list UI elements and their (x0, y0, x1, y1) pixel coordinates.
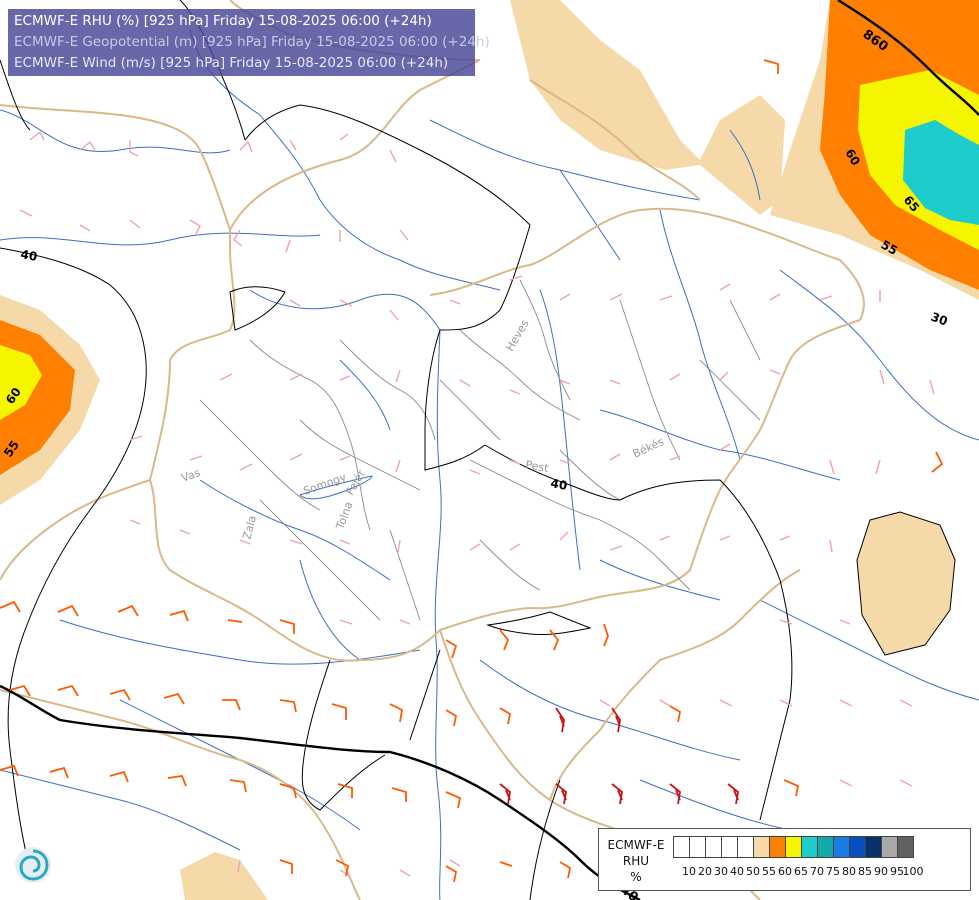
map-title-panel: ECMWF-E RHU (%) [925 hPa] Friday 15-08-2… (8, 9, 490, 76)
legend-swatch (689, 836, 706, 858)
region-label-heves: Heves (503, 317, 531, 353)
legend-tick-label: 80 (842, 865, 856, 878)
legend-tick-label: 40 (730, 865, 744, 878)
region-label-vas: Vas (180, 466, 203, 485)
legend-tick-label: 70 (810, 865, 824, 878)
legend-swatch (849, 836, 866, 858)
region-label-bekes: Békés (631, 435, 666, 461)
contour-label: 30 (929, 310, 949, 329)
legend-swatch (721, 836, 738, 858)
legend-tick-label: 95 (890, 865, 904, 878)
legend-title: ECMWF-E RHU % (607, 838, 665, 884)
legend-tick-label: 55 (762, 865, 776, 878)
ecmwf-logo-icon (13, 845, 53, 885)
legend-swatch (705, 836, 722, 858)
wind-barbs-medium (0, 59, 944, 883)
legend-swatch (673, 836, 690, 858)
legend-ticks: 10 20 30 40 50 55 60 65 70 75 80 85 90 95 100 (673, 865, 973, 879)
legend-tick-label: 30 (714, 865, 728, 878)
legend-swatch (737, 836, 754, 858)
rhu-legend: ECMWF-E RHU % 10 20 30 40 50 55 60 65 70 75 80 85 90… (598, 828, 971, 891)
title-wind: ECMWF-E Wind (m/s) [925 hPa] Friday 15-0… (14, 55, 449, 71)
rhu-55-area-east (857, 512, 955, 655)
title-rhu: ECMWF-E RHU (%) [925 hPa] Friday 15-08-2… (14, 13, 432, 29)
legend-tick-label: 90 (874, 865, 888, 878)
legend-swatch (785, 836, 802, 858)
legend-swatch (801, 836, 818, 858)
rhu-contour-line-east (856, 511, 956, 656)
rhu-65-area-west (0, 345, 42, 420)
region-label-pest: Pest (524, 458, 550, 475)
legend-swatch (833, 836, 850, 858)
county-borders (199, 279, 761, 621)
contour-label: 40 (549, 476, 568, 493)
legend-tick-label: 10 (682, 865, 696, 878)
title-geopotential: ECMWF-E Geopotential (m) [925 hPa] Frida… (14, 34, 490, 50)
legend-tick-label: 100 (902, 865, 924, 878)
legend-swatch (865, 836, 882, 858)
legend-swatch (753, 836, 770, 858)
legend-swatches (673, 836, 914, 858)
legend-tick-label: 50 (746, 865, 760, 878)
wind-barbs-strong (499, 707, 739, 805)
legend-tick-label: 20 (698, 865, 712, 878)
lake-balaton (299, 475, 373, 500)
rhu-55-area-south (180, 852, 268, 900)
legend-swatch (881, 836, 898, 858)
legend-swatch (769, 836, 786, 858)
region-label-tolna: Tolna (333, 500, 355, 532)
legend-tick-label: 85 (858, 865, 872, 878)
legend-swatch (817, 836, 834, 858)
contour-label: 40 (19, 247, 38, 264)
legend-tick-label: 75 (826, 865, 840, 878)
region-label-zala: Zala (240, 514, 259, 541)
rhu-70-area-northeast (903, 120, 979, 225)
legend-tick-label: 60 (778, 865, 792, 878)
rhu-55-area-north-2 (510, 0, 785, 215)
legend-swatch (897, 836, 914, 858)
legend-tick-label: 65 (794, 865, 808, 878)
